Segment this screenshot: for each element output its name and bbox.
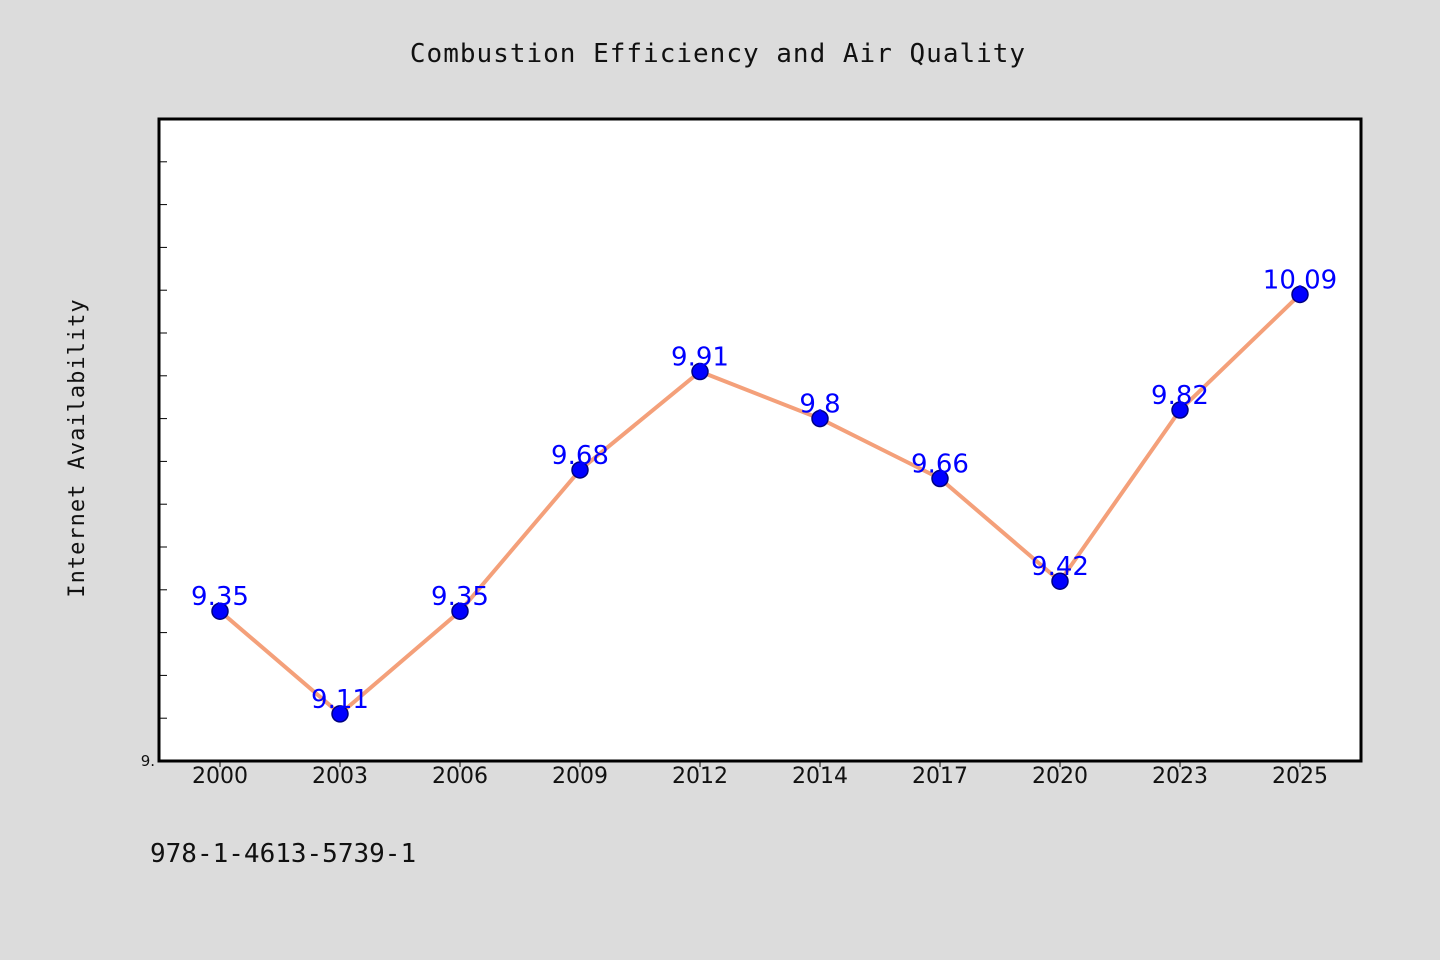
y-tick-label: 9. (141, 752, 155, 770)
data-point (1171, 401, 1189, 419)
data-label: 9.8 (799, 390, 840, 420)
data-point (691, 362, 709, 381)
data-point (931, 469, 949, 488)
data-point (811, 409, 829, 428)
data-point (451, 602, 469, 620)
data-label: 9.91 (671, 343, 729, 373)
isbn-footer: 978-1-4613-5739-1 (150, 839, 416, 869)
y-axis-ticks: 9. (141, 118, 167, 770)
data-label: 10.09 (1263, 265, 1337, 295)
data-point (331, 705, 349, 723)
data-label: 9.68 (551, 441, 609, 471)
data-point (1291, 285, 1309, 304)
x-tick-label: 2020 (1032, 764, 1088, 789)
x-tick-label: 2023 (1152, 764, 1208, 789)
x-axis-ticks: 2000 2003 2006 2009 2012 2014 2017 2020 2023 2025 (192, 761, 1328, 789)
data-point (571, 461, 589, 479)
x-tick-label: 2003 (312, 764, 368, 789)
data-label: 9.66 (911, 450, 969, 480)
x-tick-label: 2006 (432, 764, 488, 789)
x-tick-label: 2000 (192, 764, 248, 789)
x-tick-label: 2017 (912, 764, 968, 789)
x-tick-label: 2012 (672, 764, 728, 789)
data-label: 9.11 (311, 685, 369, 715)
data-point (211, 602, 229, 620)
series-line (218, 293, 1302, 716)
data-label: 9.42 (1031, 552, 1089, 582)
x-tick-label: 2009 (552, 764, 608, 789)
data-point (1051, 572, 1069, 590)
x-tick-label: 2014 (792, 764, 848, 789)
data-label: 9.35 (431, 582, 489, 612)
data-label: 9.35 (191, 582, 249, 612)
y-axis-label: Internet Availability (65, 298, 90, 597)
series-layer: 9.35 9.11 9.35 9.68 9.91 9.8 9.66 9.42 9.82 10.09 (191, 265, 1337, 723)
plot-area (157, 117, 1363, 763)
x-tick-label: 2025 (1272, 764, 1328, 789)
data-label: 9.82 (1151, 381, 1209, 411)
chart-title: Combustion Efficiency and Air Quality (410, 39, 1026, 69)
